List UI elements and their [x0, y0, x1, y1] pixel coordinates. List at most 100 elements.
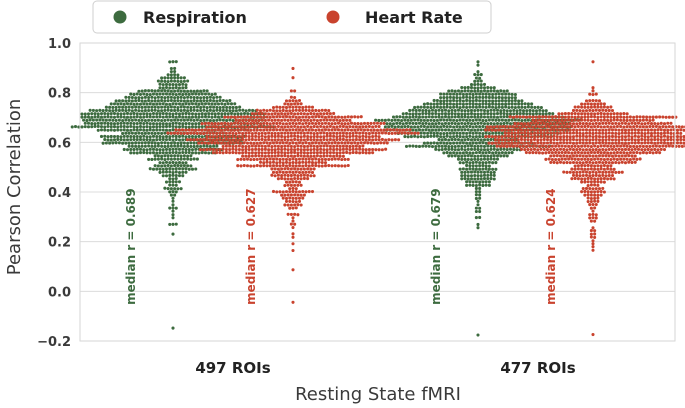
data-point [549, 160, 553, 164]
data-point [294, 190, 298, 194]
data-point [414, 115, 418, 119]
data-point [187, 128, 191, 132]
data-point [229, 111, 234, 116]
data-point [377, 148, 381, 152]
data-point [424, 144, 428, 148]
data-point [479, 177, 483, 181]
data-point [226, 128, 230, 132]
data-point [346, 122, 350, 126]
data-point [576, 105, 580, 109]
data-point [448, 118, 452, 122]
data-point [168, 137, 172, 142]
data-point [500, 135, 504, 139]
data-point [593, 118, 597, 122]
data-point [539, 134, 543, 138]
data-point [494, 92, 498, 96]
data-point [169, 89, 173, 93]
data-point [545, 135, 550, 139]
data-point [578, 154, 582, 158]
data-point [169, 164, 173, 168]
data-point [442, 124, 446, 129]
data-point [510, 105, 514, 109]
data-point [286, 173, 290, 178]
data-point [607, 108, 611, 112]
data-point [173, 99, 177, 103]
data-point [145, 135, 149, 139]
data-point [437, 115, 441, 119]
data-point [252, 164, 256, 168]
data-point [468, 102, 472, 106]
data-point [138, 115, 143, 119]
data-point [239, 112, 243, 116]
data-point [166, 76, 170, 80]
data-point [594, 141, 598, 145]
data-point [589, 115, 593, 119]
data-point [519, 122, 524, 126]
data-point [506, 131, 511, 135]
data-point [346, 157, 350, 161]
data-point [283, 173, 287, 177]
data-point [293, 124, 297, 129]
data-point [237, 138, 241, 142]
data-point [547, 144, 551, 149]
data-point [241, 118, 245, 122]
data-point [583, 180, 587, 184]
data-point [174, 167, 178, 171]
data-point [293, 137, 297, 142]
data-point [163, 118, 167, 122]
data-point [96, 124, 100, 129]
data-point [182, 105, 186, 109]
data-point [348, 131, 352, 135]
data-point [109, 134, 113, 139]
data-point [610, 134, 615, 139]
data-point [293, 102, 297, 106]
data-point [192, 105, 196, 109]
data-point [479, 121, 483, 125]
data-point [435, 141, 439, 145]
data-point [463, 89, 467, 93]
data-point [121, 119, 125, 123]
data-point [491, 151, 495, 155]
data-point [174, 137, 178, 142]
data-point [367, 148, 371, 152]
data-point [484, 135, 488, 139]
data-point [340, 141, 344, 145]
data-point [306, 144, 310, 148]
data-point [325, 148, 329, 152]
data-point [602, 151, 606, 155]
data-point [659, 138, 663, 142]
data-point [581, 161, 585, 165]
data-point [273, 144, 277, 148]
data-point [471, 167, 475, 171]
data-point [458, 135, 462, 139]
data-point [440, 144, 444, 148]
data-point [168, 86, 172, 90]
data-point [202, 131, 206, 135]
data-point [182, 141, 186, 145]
data-point [143, 144, 147, 148]
data-point [289, 95, 293, 99]
data-point [589, 183, 593, 187]
data-point [476, 79, 480, 83]
data-point [237, 148, 241, 152]
data-point [612, 151, 616, 155]
data-point [203, 141, 207, 145]
data-point [542, 131, 546, 136]
data-point [481, 141, 485, 145]
data-point [219, 128, 224, 132]
data-point [625, 125, 629, 129]
data-point [456, 89, 461, 93]
data-point [281, 122, 285, 126]
data-point [593, 151, 597, 155]
data-point [234, 147, 238, 152]
data-point [504, 105, 508, 109]
data-point [482, 170, 487, 174]
data-point [332, 131, 336, 135]
data-point [531, 151, 535, 155]
data-point [293, 148, 297, 152]
data-point [245, 141, 250, 145]
data-point [268, 128, 272, 132]
data-point [231, 125, 235, 129]
data-point [223, 112, 227, 116]
